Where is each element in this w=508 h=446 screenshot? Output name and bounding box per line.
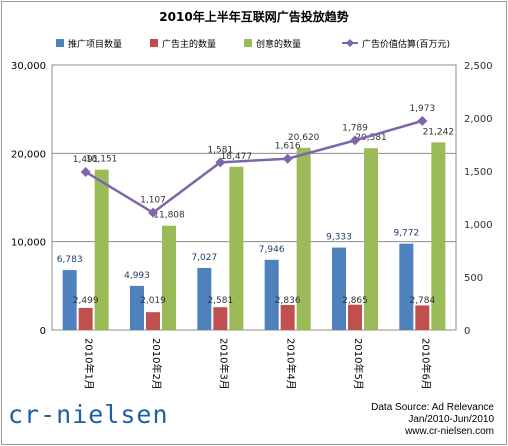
bar: [348, 304, 362, 330]
bar: [332, 247, 346, 330]
line-point: [417, 115, 428, 126]
line-point: [282, 153, 293, 164]
left-axis-tick-label: 0: [40, 326, 46, 337]
category-label: 2010年4月: [285, 338, 298, 390]
legend-swatch: [150, 39, 158, 47]
chart-title: 2010年上半年互联网广告投放趋势: [159, 10, 349, 24]
website-label: www.cr-nielsen.com: [405, 426, 494, 437]
line-point: [148, 207, 158, 218]
line-point: [215, 157, 226, 168]
bar: [296, 147, 311, 330]
right-axis-tick-label: 2,000: [464, 114, 493, 125]
bar-data-label: 18,151: [86, 155, 118, 165]
bar-data-label: 18,477: [221, 152, 253, 162]
bar-data-label: 2,499: [73, 296, 99, 306]
bar-data-label: 9,772: [393, 229, 419, 239]
bar-data-label: 20,620: [288, 133, 320, 143]
cr-nielsen-logo: cr-nielsen: [8, 400, 169, 429]
chart-canvas: 0 10,000 20,000 30,000 0 500 1,000 1,500 2,000 2,…: [11, 38, 493, 390]
category-label: 2010年6月: [419, 338, 432, 390]
legend-label: 广告主的数量: [162, 38, 216, 50]
line-data-label: 1,491: [73, 155, 99, 165]
data-source-label: Data Source: Ad Relevance: [371, 402, 494, 413]
plot-area: [51, 64, 457, 331]
bar: [229, 166, 244, 330]
line-data-label: 1,581: [207, 145, 233, 155]
legend-label: 广告价值估算(百万元): [362, 38, 450, 50]
legend-label: 创意的数量: [256, 38, 301, 50]
category-label: 2010年3月: [217, 338, 230, 390]
bar: [431, 142, 446, 330]
bar: [280, 304, 295, 330]
bar: [264, 259, 279, 330]
data-period-label: Jan/2010-Jun/2010: [408, 414, 494, 425]
left-axis-tick-label: 10,000: [11, 238, 46, 249]
line-point: [350, 135, 360, 146]
bar-data-label: 2,865: [342, 296, 368, 306]
bar-data-label: 11,808: [153, 211, 185, 221]
bar-data-label: 7,946: [259, 245, 285, 255]
bar-data-label: 21,242: [423, 127, 455, 137]
bar: [399, 243, 414, 330]
bar: [415, 305, 430, 330]
bar: [213, 307, 228, 330]
left-axis-tick-label: 30,000: [11, 61, 46, 72]
bar: [364, 148, 378, 330]
right-axis-tick-label: 0: [464, 326, 470, 337]
bar-data-label: 4,993: [124, 271, 150, 281]
bar-data-label: 20,581: [355, 133, 387, 143]
right-axis-tick-label: 1,000: [464, 220, 493, 231]
line-data-label: 1,973: [409, 104, 435, 114]
bar-data-label: 2,836: [275, 296, 301, 306]
category-label: 2010年2月: [150, 338, 163, 390]
bar-data-label: 6,783: [57, 255, 83, 265]
bar-data-label: 7,027: [191, 253, 217, 263]
line-data-label: 1,789: [342, 123, 368, 133]
bar: [162, 225, 176, 330]
bar: [146, 312, 160, 330]
category-label: 2010年5月: [352, 338, 365, 390]
right-axis-tick-label: 1,500: [464, 167, 493, 178]
line-data-label: 1,107: [140, 196, 166, 206]
category-label: 2010年1月: [83, 338, 96, 390]
right-axis-tick-label: 2,500: [464, 61, 493, 72]
bar: [62, 270, 77, 330]
legend-marker: [346, 39, 354, 47]
legend-swatch: [56, 39, 64, 47]
logo-text: cr-nielsen: [8, 400, 169, 429]
line-series: [85, 119, 423, 215]
bar: [94, 169, 109, 330]
data-source-footer: Data Source: Ad Relevance Jan/2010-Jun/2…: [371, 402, 494, 438]
bar: [78, 307, 93, 330]
legend-swatch: [244, 39, 252, 47]
bar-data-label: 2,784: [409, 296, 435, 306]
legend-label: 推广项目数量: [68, 38, 122, 50]
bar-data-label: 2,581: [207, 296, 233, 306]
right-axis-tick-label: 500: [464, 273, 483, 284]
left-axis-tick-label: 20,000: [11, 149, 46, 160]
line-data-label: 1,616: [275, 142, 301, 152]
bar: [130, 285, 144, 330]
bar: [197, 267, 212, 330]
bar-data-label: 9,333: [326, 233, 352, 243]
bar-data-label: 2,019: [140, 296, 166, 306]
line-point: [80, 166, 91, 177]
